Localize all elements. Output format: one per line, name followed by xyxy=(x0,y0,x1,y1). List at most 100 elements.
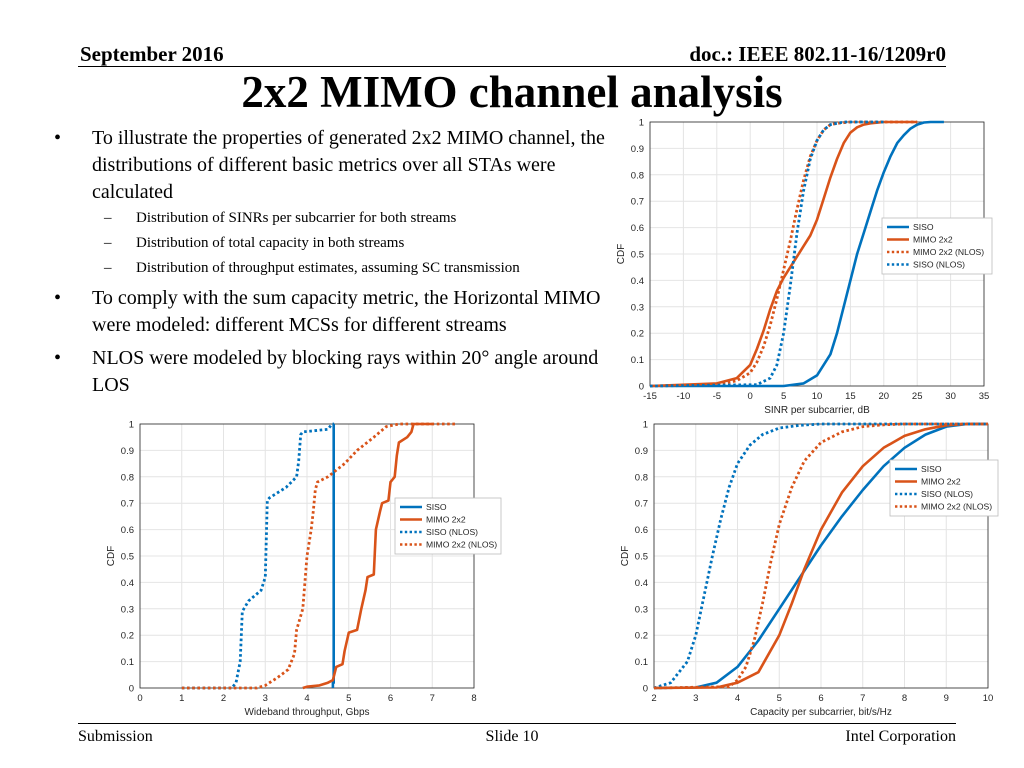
y-tick-label: 0.4 xyxy=(121,578,134,589)
y-tick-label: 0.7 xyxy=(631,197,644,208)
y-tick-label: 0.9 xyxy=(631,144,644,155)
y-tick-label: 0.4 xyxy=(631,276,644,287)
footer-company: Intel Corporation xyxy=(845,728,956,745)
x-tick-label: 2 xyxy=(221,693,226,704)
axes-box xyxy=(653,423,989,689)
x-tick-label: 7 xyxy=(430,693,435,704)
series-line-mimo-2x2 xyxy=(650,120,918,388)
y-tick-label: 0.3 xyxy=(121,604,134,615)
bullet-dot: • xyxy=(54,127,62,149)
y-axis-label: CDF xyxy=(620,546,631,567)
series-line-siso-nlos xyxy=(181,422,335,690)
footer-submission: Submission xyxy=(78,728,153,745)
legend-label: SISO xyxy=(426,502,447,512)
series-line-siso xyxy=(650,120,944,388)
legend-label: SISO (NLOS) xyxy=(913,260,965,270)
y-tick-label: 0.5 xyxy=(631,250,644,261)
x-tick-label: 0 xyxy=(748,391,753,402)
x-tick-label: 8 xyxy=(902,693,907,704)
y-tick-label: 1 xyxy=(639,118,644,129)
x-tick-label: 6 xyxy=(388,693,393,704)
x-tick-label: 3 xyxy=(263,693,268,704)
y-tick-label: 0.3 xyxy=(631,302,644,313)
y-tick-label: 0.7 xyxy=(635,499,648,510)
sub-bullet-dash: – xyxy=(104,210,112,226)
legend-label: MIMO 2x2 (NLOS) xyxy=(921,502,992,512)
throughput-cdf-plot: 0 1 2 3 4 5 6 7 8 0 0.1 0.2 0.3 0.4 0.5 0.6 0.7 0.8 0.9 1 Wi… xyxy=(106,420,502,718)
legend-label: MIMO 2x2 (NLOS) xyxy=(913,247,984,257)
sinr-cdf-chart: -15 -10 -5 0 5 10 15 20 25 30 35 0 0.1 0.2 0.3 0.4 0.5 0.… xyxy=(612,114,993,422)
legend-label: MIMO 2x2 xyxy=(426,515,466,525)
y-tick-label: 0.9 xyxy=(121,446,134,457)
x-tick-label: 20 xyxy=(879,391,890,402)
x-tick-label: 35 xyxy=(979,391,990,402)
x-tick-label: 5 xyxy=(777,693,782,704)
bullet-dot: • xyxy=(54,287,62,309)
series-line-mimo-2x2-nlos xyxy=(654,422,988,690)
y-tick-label: 0.6 xyxy=(121,525,134,536)
header-doc-id: doc.: IEEE 802.11-16/1209r0 xyxy=(689,42,946,66)
x-tick-label: 15 xyxy=(845,391,856,402)
x-tick-label: 5 xyxy=(346,693,351,704)
x-tick-label: 2 xyxy=(651,693,656,704)
sub-bullet-item: – Distribution of SINRs per subcarrier f… xyxy=(52,206,612,231)
throughput-cdf-chart: 0 1 2 3 4 5 6 7 8 0 0.1 0.2 0.3 0.4 0.5 0.6 0.7 0.8 0.9 1 Wi… xyxy=(100,416,502,724)
bullet-text: To illustrate the properties of generate… xyxy=(92,127,605,203)
x-tick-label: -10 xyxy=(677,391,691,402)
x-tick-label: 0 xyxy=(137,693,142,704)
series-line-mimo-2x2-nlos xyxy=(181,422,458,690)
bullet-list: • To illustrate the properties of genera… xyxy=(52,125,612,399)
bullet-text: To comply with the sum capacity metric, … xyxy=(92,287,601,336)
x-tick-label: 5 xyxy=(781,391,786,402)
x-tick-label: 8 xyxy=(471,693,476,704)
y-tick-label: 0.4 xyxy=(635,578,648,589)
bullet-item: • NLOS were modeled by blocking rays wit… xyxy=(52,345,612,399)
y-tick-label: 0.2 xyxy=(635,631,648,642)
x-tick-label: 4 xyxy=(735,693,740,704)
x-axis-label: Capacity per subcarrier, bit/s/Hz xyxy=(750,707,892,718)
header-divider xyxy=(78,66,946,67)
x-tick-label: 3 xyxy=(693,693,698,704)
y-axis-label: CDF xyxy=(106,546,117,567)
y-tick-label: 0 xyxy=(129,684,134,695)
series-line-siso-nlos xyxy=(654,422,988,690)
x-tick-label: 4 xyxy=(304,693,309,704)
bullet-text: NLOS were modeled by blocking rays withi… xyxy=(92,347,599,396)
series-line-mimo-2x2 xyxy=(302,422,433,690)
legend-label: MIMO 2x2 (NLOS) xyxy=(426,540,497,550)
y-tick-label: 1 xyxy=(129,420,134,431)
sub-bullet-dash: – xyxy=(104,235,112,251)
series-line-siso xyxy=(331,424,335,688)
y-tick-label: 0.8 xyxy=(121,472,134,483)
sub-bullet-item: – Distribution of total capacity in both… xyxy=(52,231,612,256)
y-tick-label: 0.8 xyxy=(635,472,648,483)
x-tick-label: 1 xyxy=(179,693,184,704)
sinr-cdf-plot: -15 -10 -5 0 5 10 15 20 25 30 35 0 0.1 0.2 0.3 0.4 0.5 0.… xyxy=(616,118,993,416)
y-tick-label: 0.9 xyxy=(635,446,648,457)
x-tick-label: 30 xyxy=(945,391,956,402)
legend-label: MIMO 2x2 xyxy=(913,235,953,245)
footer-divider xyxy=(78,723,956,724)
y-tick-label: 0.2 xyxy=(631,329,644,340)
x-tick-label: 7 xyxy=(860,693,865,704)
legend-label: SISO xyxy=(913,222,934,232)
legend-label: SISO xyxy=(921,464,942,474)
x-tick-label: 6 xyxy=(818,693,823,704)
slide-title: 2x2 MIMO channel analysis xyxy=(241,67,783,117)
series-line-mimo-2x2 xyxy=(654,422,988,690)
sub-bullet-dash: – xyxy=(104,260,112,276)
legend-label: SISO (NLOS) xyxy=(426,527,478,537)
series-line-siso-nlos xyxy=(650,120,884,388)
y-tick-label: 0.1 xyxy=(631,355,644,366)
y-tick-label: 0.6 xyxy=(635,525,648,536)
x-tick-label: -15 xyxy=(643,391,657,402)
x-axis-label: Wideband throughput, Gbps xyxy=(244,707,369,718)
y-axis-label: CDF xyxy=(616,244,627,265)
y-tick-label: 0.3 xyxy=(635,604,648,615)
y-tick-label: 0 xyxy=(643,684,648,695)
capacity-cdf-chart: 2 3 4 5 6 7 8 9 10 0 0.1 0.2 0.3 0.4 0.5 0.6 0.7 0.8 0.9 1 C… xyxy=(612,416,1002,724)
x-axis-label: SINR per subcarrier, dB xyxy=(764,405,870,416)
bullet-item: • To comply with the sum capacity metric… xyxy=(52,285,612,339)
sub-bullet-item: – Distribution of throughput estimates, … xyxy=(52,256,612,281)
capacity-cdf-plot: 2 3 4 5 6 7 8 9 10 0 0.1 0.2 0.3 0.4 0.5 0.6 0.7 0.8 0.9 1 C… xyxy=(620,420,999,718)
